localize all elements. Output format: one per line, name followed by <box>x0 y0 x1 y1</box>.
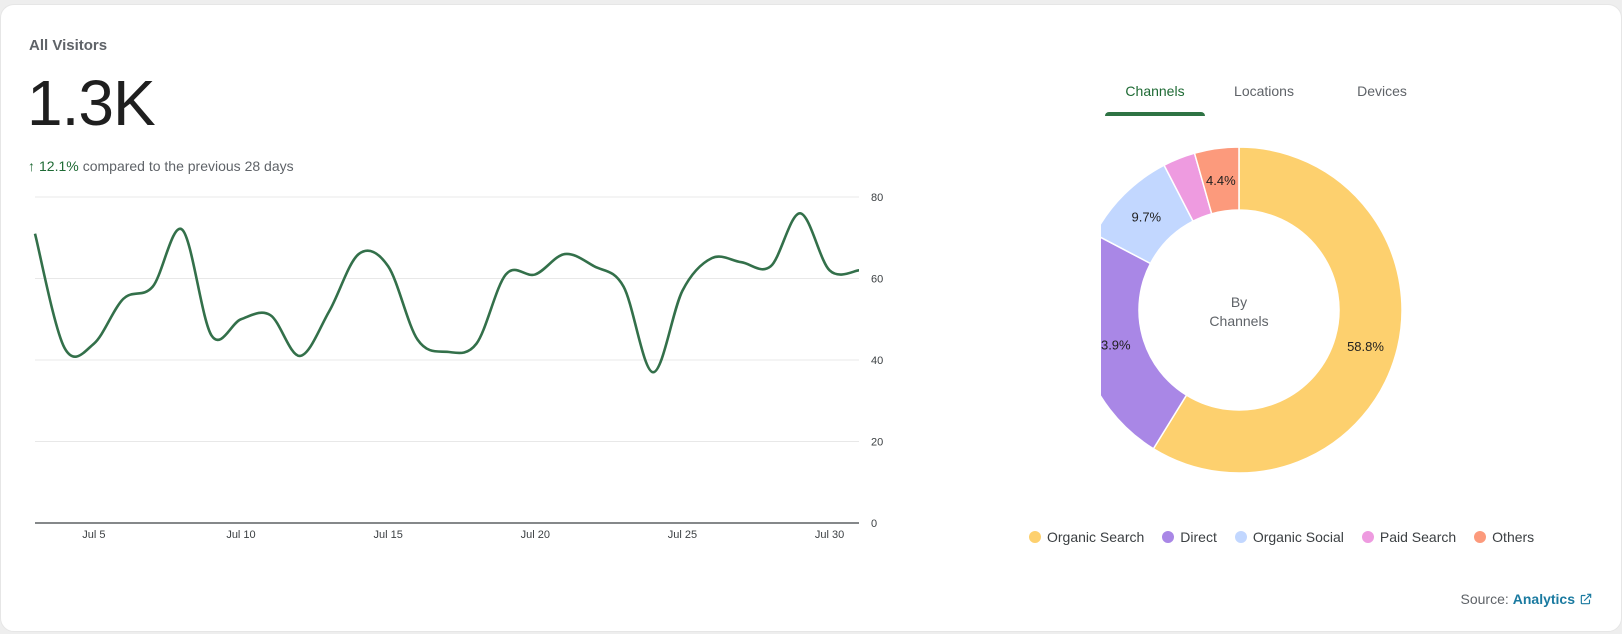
external-link-icon[interactable] <box>1579 592 1593 606</box>
data-point[interactable] <box>119 295 127 303</box>
total-visitors: 1.3K <box>27 67 156 139</box>
breakdown-tabs: Channels Locations Devices <box>1105 67 1435 116</box>
source-attribution: Source: Analytics <box>1461 591 1594 607</box>
data-point[interactable] <box>561 250 569 258</box>
data-point[interactable] <box>208 332 216 340</box>
data-point[interactable] <box>708 254 716 262</box>
comparison: ↑ 12.1% compared to the previous 28 days <box>28 158 294 174</box>
legend-label: Others <box>1492 529 1535 545</box>
data-point[interactable] <box>414 336 422 344</box>
x-tick-label: Jul 15 <box>373 529 402 541</box>
donut-center-label: By <box>1231 294 1247 310</box>
card-title: All Visitors <box>29 37 108 54</box>
legend-label: Organic Search <box>1047 529 1145 545</box>
y-tick-label: 80 <box>871 192 883 204</box>
legend-dot <box>1162 531 1175 543</box>
legend-dot <box>1029 531 1041 543</box>
legend-label: Organic Social <box>1252 529 1344 545</box>
tab-devices[interactable]: Devices <box>1357 83 1407 99</box>
slice-label: 58.8% <box>1347 339 1384 354</box>
data-point[interactable] <box>325 307 333 315</box>
legend-dot <box>1474 531 1487 543</box>
data-point[interactable] <box>237 315 245 323</box>
data-point[interactable] <box>149 283 157 291</box>
data-point[interactable] <box>620 283 628 291</box>
series-line <box>33 212 860 374</box>
x-tick-label: Jul 5 <box>82 529 105 541</box>
data-point[interactable] <box>355 250 363 258</box>
analytics-link[interactable]: Analytics <box>1512 591 1575 607</box>
donut-legend: Organic Search Direct Organic Social Pai… <box>1029 529 1534 545</box>
slice-label: 23.9% <box>1101 338 1131 353</box>
y-tick-label: 20 <box>871 437 883 449</box>
legend-others[interactable]: Others <box>1474 529 1534 545</box>
x-tick-label: Jul 30 <box>815 529 844 541</box>
data-point[interactable] <box>178 226 186 234</box>
data-point[interactable] <box>649 368 657 376</box>
legend-dot <box>1234 531 1247 543</box>
slice-label: 9.7% <box>1131 210 1161 225</box>
tab-channels[interactable]: Channels <box>1125 83 1185 99</box>
change-percent: 12.1% <box>39 158 79 174</box>
tab-active-indicator <box>1105 112 1205 116</box>
change-text: compared to the previous 28 days <box>82 158 294 174</box>
slice-label: 4.4% <box>1206 173 1236 188</box>
source-prefix: Source: <box>1460 591 1509 607</box>
data-point[interactable] <box>826 266 834 274</box>
y-tick-label: 60 <box>871 274 883 286</box>
x-tick-label: Jul 20 <box>521 529 550 541</box>
data-point[interactable] <box>796 209 804 217</box>
data-point[interactable] <box>767 262 775 270</box>
data-point[interactable] <box>502 270 510 278</box>
channels-donut-chart: 58.8% 23.9% 9.7% 4.4% By Channels <box>1101 146 1403 474</box>
data-point[interactable] <box>472 340 480 348</box>
legend-label: Paid Search <box>1379 529 1457 545</box>
data-point[interactable] <box>60 344 68 352</box>
legend-direct[interactable]: Direct <box>1162 529 1217 545</box>
legend-dot <box>1361 531 1374 543</box>
visitors-line-chart: 0 20 40 60 80 Jul 5 Jul 10 Jul 15 Jul 20 Jul 25 Ju… <box>31 192 883 541</box>
data-point[interactable] <box>384 262 392 270</box>
donut-center-label: Channels <box>1209 313 1268 329</box>
tab-locations[interactable]: Locations <box>1234 83 1294 99</box>
data-point[interactable] <box>531 270 539 278</box>
visitors-card: All Visitors 1.3K ↑ 12.1% compared to th… <box>0 4 1622 632</box>
data-point[interactable] <box>855 266 863 274</box>
data-point[interactable] <box>296 352 304 360</box>
legend-organic-social[interactable]: Organic Social <box>1234 529 1344 545</box>
x-tick-label: Jul 10 <box>226 529 255 541</box>
data-point[interactable] <box>31 230 39 238</box>
y-tick-label: 40 <box>871 355 883 367</box>
legend-organic-search[interactable]: Organic Search <box>1029 529 1144 545</box>
legend-paid-search[interactable]: Paid Search <box>1361 529 1457 545</box>
data-point[interactable] <box>737 258 745 266</box>
y-tick-label: 0 <box>871 518 877 530</box>
data-point[interactable] <box>90 340 98 348</box>
donut-slice-organic-search[interactable] <box>1152 146 1403 474</box>
donut-slice-direct[interactable] <box>1101 234 1188 450</box>
data-point[interactable] <box>590 262 598 270</box>
legend-label: Direct <box>1180 529 1217 545</box>
data-point[interactable] <box>678 287 686 295</box>
donut-slice-others[interactable] <box>1193 146 1240 215</box>
arrow-up-icon: ↑ <box>28 158 35 174</box>
x-tick-label: Jul 25 <box>668 529 697 541</box>
data-point[interactable] <box>443 348 451 356</box>
data-point[interactable] <box>266 311 274 319</box>
